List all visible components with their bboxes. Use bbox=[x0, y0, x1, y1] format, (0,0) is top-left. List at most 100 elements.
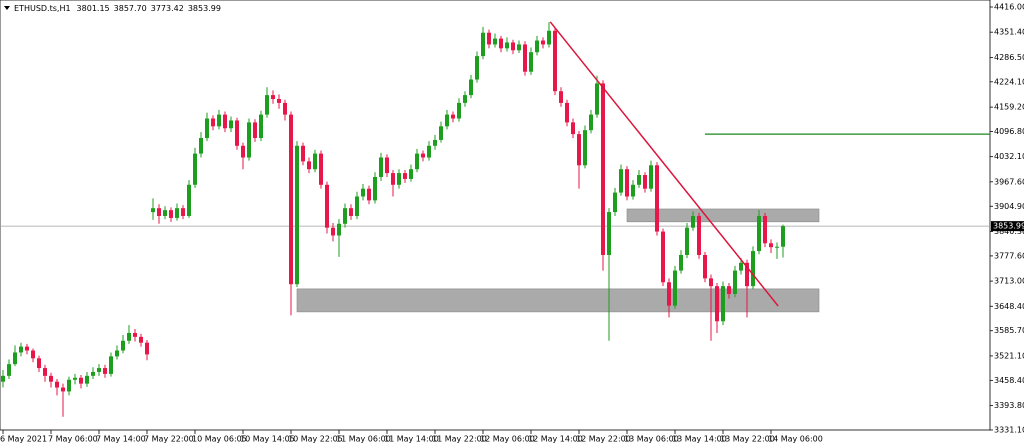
x-tick-label: 10 May 22:05 bbox=[288, 435, 343, 444]
candle-body bbox=[619, 169, 623, 193]
candle-body bbox=[475, 56, 479, 80]
candle-body bbox=[55, 381, 59, 388]
candle-body bbox=[325, 184, 329, 228]
candle-body bbox=[157, 208, 161, 216]
x-tick-label: 7 May 22:00 bbox=[144, 435, 194, 444]
x-tick-label: 12 May 06:00 bbox=[480, 435, 535, 444]
candle-body bbox=[241, 145, 245, 158]
candle-body bbox=[421, 153, 425, 158]
candle-body bbox=[355, 196, 359, 216]
candle-body bbox=[457, 102, 461, 119]
candle-body bbox=[511, 42, 515, 51]
candle-body bbox=[679, 254, 683, 271]
candle-body bbox=[79, 377, 83, 384]
candle-body bbox=[661, 231, 665, 283]
y-tick-label: 3458.40 bbox=[994, 376, 1024, 385]
candle-body bbox=[181, 208, 185, 216]
y-tick-label: 3967.60 bbox=[994, 177, 1024, 186]
candle-body bbox=[415, 153, 419, 170]
candle-body bbox=[481, 32, 485, 57]
candle-body bbox=[343, 208, 347, 224]
candle-body bbox=[613, 192, 617, 213]
candle-body bbox=[367, 188, 371, 201]
candle-body bbox=[673, 270, 677, 306]
y-tick-label: 3648.40 bbox=[994, 302, 1024, 311]
candle-body bbox=[721, 286, 725, 322]
candle-body bbox=[205, 118, 209, 138]
candle-body bbox=[445, 114, 449, 127]
candle-body bbox=[631, 184, 635, 197]
candle-body bbox=[25, 346, 29, 351]
candle-body bbox=[601, 83, 605, 255]
y-tick-label: 3521.10 bbox=[994, 351, 1024, 360]
candle-body bbox=[391, 173, 395, 185]
candle-body bbox=[361, 188, 365, 197]
x-tick-label: 7 May 06:00 bbox=[48, 435, 98, 444]
x-tick-label: 10 May 14:05 bbox=[240, 435, 295, 444]
candle-body bbox=[427, 145, 431, 158]
candle-body bbox=[397, 173, 401, 185]
y-tick-label: 4224.10 bbox=[994, 77, 1024, 86]
candle-body bbox=[73, 377, 77, 380]
candle-body bbox=[625, 169, 629, 197]
candle-body bbox=[733, 270, 737, 294]
candle-body bbox=[439, 126, 443, 140]
candle-body bbox=[163, 210, 167, 216]
x-tick-label: 10 May 06:05 bbox=[192, 435, 247, 444]
zone bbox=[296, 288, 820, 313]
candle-body bbox=[565, 102, 569, 123]
candle-body bbox=[667, 282, 671, 306]
candle-body bbox=[97, 368, 101, 372]
candle-body bbox=[463, 95, 467, 103]
candle-body bbox=[529, 52, 533, 72]
x-tick-label: 13 May 06:00 bbox=[624, 435, 679, 444]
candle-body bbox=[229, 120, 233, 129]
candle-body bbox=[739, 262, 743, 271]
y-tick-label: 4159.20 bbox=[994, 103, 1024, 112]
candle-body bbox=[127, 332, 131, 341]
x-tick-label: 11 May 06:00 bbox=[336, 435, 391, 444]
candle-body bbox=[523, 44, 527, 72]
candle-body bbox=[409, 169, 413, 179]
x-tick-label: 14 May 06:00 bbox=[768, 435, 823, 444]
candle-body bbox=[235, 120, 239, 146]
candle-body bbox=[265, 95, 269, 115]
candle-body bbox=[781, 226, 785, 247]
candle-body bbox=[283, 102, 287, 115]
candle-body bbox=[115, 350, 119, 357]
price-label: 3853.99 bbox=[993, 222, 1024, 231]
open-label: 3801.15 bbox=[77, 4, 110, 13]
candle-body bbox=[493, 38, 497, 45]
y-tick-label: 3585.70 bbox=[994, 326, 1024, 335]
candle-body bbox=[13, 352, 17, 365]
low-label: 3773.42 bbox=[151, 4, 184, 13]
zones bbox=[0, 208, 990, 313]
x-tick-label: 12 May 14:00 bbox=[528, 435, 583, 444]
y-tick-label: 3713.00 bbox=[994, 277, 1024, 286]
candle-body bbox=[583, 130, 587, 166]
candle-body bbox=[85, 375, 89, 384]
candle-body bbox=[589, 114, 593, 131]
close-label: 3853.99 bbox=[188, 4, 221, 13]
y-tick-label: 3777.60 bbox=[994, 251, 1024, 260]
candle-body bbox=[49, 375, 53, 382]
candle-body bbox=[319, 153, 323, 185]
y-tick-label: 4416.00 bbox=[994, 2, 1024, 11]
candle-body bbox=[649, 165, 653, 189]
candle-body bbox=[745, 262, 749, 287]
candle-body bbox=[373, 176, 377, 201]
candle-body bbox=[289, 114, 293, 285]
candle-body bbox=[517, 44, 521, 51]
candle-body bbox=[559, 91, 563, 103]
header-icon bbox=[4, 6, 10, 10]
candle-body bbox=[469, 79, 473, 96]
y-tick-label: 3840.30 bbox=[994, 227, 1024, 236]
x-tick-label: 6 May 2021 bbox=[0, 435, 47, 444]
candle-body bbox=[61, 387, 65, 392]
candle-body bbox=[643, 175, 647, 189]
candle-body bbox=[685, 227, 689, 255]
candle-body bbox=[193, 153, 197, 185]
x-tick-label: 13 May 14:00 bbox=[672, 435, 727, 444]
candle-body bbox=[487, 32, 491, 45]
